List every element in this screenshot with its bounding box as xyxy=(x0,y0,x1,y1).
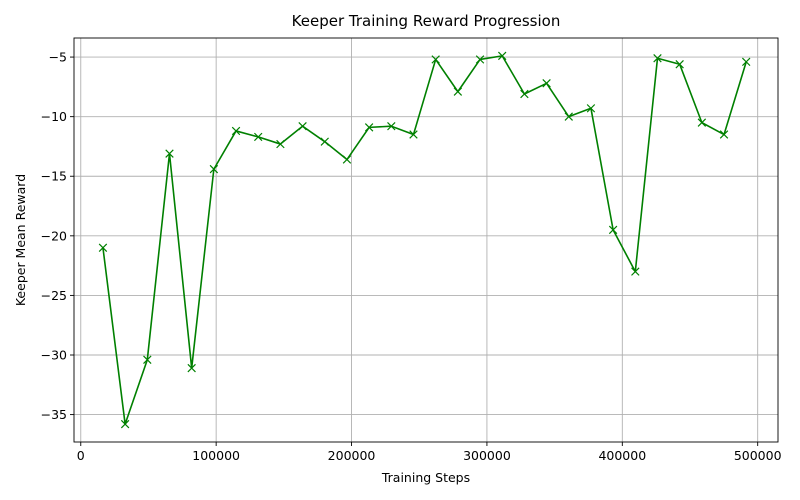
data-point-marker xyxy=(253,132,263,142)
y-tick-label: −30 xyxy=(41,348,67,363)
data-point-marker xyxy=(298,121,307,131)
data-point-marker xyxy=(564,112,573,121)
data-point-marker xyxy=(653,54,662,63)
data-point-marker xyxy=(741,57,751,67)
data-point-marker xyxy=(364,123,374,132)
data-point-marker xyxy=(342,155,352,164)
data-point-marker xyxy=(608,225,618,235)
x-tick-label: 300000 xyxy=(463,448,511,463)
data-point-marker xyxy=(631,267,640,276)
data-point-marker xyxy=(120,419,130,429)
y-tick-label: −35 xyxy=(41,407,67,422)
data-point-marker xyxy=(475,55,485,64)
series-group xyxy=(98,51,751,429)
x-tick-label: 200000 xyxy=(328,448,376,463)
y-axis: −35 −30 −25 −20 −15 −10 −5 xyxy=(41,50,74,422)
y-tick-label: −20 xyxy=(41,228,67,243)
data-point-marker xyxy=(276,139,285,149)
data-point-marker xyxy=(387,121,396,131)
data-point-marker xyxy=(675,59,684,69)
data-point-marker xyxy=(209,164,219,174)
data-point-marker xyxy=(431,55,440,64)
chart-title: Keeper Training Reward Progression xyxy=(292,12,561,30)
y-tick-label: −5 xyxy=(49,50,67,65)
x-tick-label: 500000 xyxy=(734,448,782,463)
data-point-marker xyxy=(453,87,463,96)
y-axis-label: Keeper Mean Reward xyxy=(13,174,28,306)
data-point-marker xyxy=(165,149,174,158)
series-line xyxy=(102,55,747,425)
data-point-marker xyxy=(586,104,596,113)
data-point-marker xyxy=(320,137,329,146)
data-point-marker xyxy=(542,79,551,88)
data-point-marker xyxy=(497,51,507,61)
data-point-marker xyxy=(409,130,418,139)
y-tick-label: −10 xyxy=(41,109,67,124)
y-tick-label: −25 xyxy=(41,288,67,303)
data-point-marker xyxy=(697,118,707,127)
data-point-marker xyxy=(187,363,196,373)
x-axis: 0 100000 200000 300000 400000 500000 xyxy=(77,442,782,463)
x-tick-label: 100000 xyxy=(192,448,240,463)
x-axis-label: Training Steps xyxy=(381,470,470,485)
data-point-marker xyxy=(719,130,729,139)
x-tick-label: 400000 xyxy=(598,448,646,463)
grid xyxy=(74,38,778,442)
x-tick-label: 0 xyxy=(77,448,85,463)
y-tick-label: −15 xyxy=(41,169,67,184)
data-point-marker xyxy=(231,126,241,136)
plot-frame xyxy=(73,37,779,443)
data-point-marker xyxy=(98,243,108,252)
data-point-marker xyxy=(143,355,152,364)
data-point-marker xyxy=(520,89,529,99)
